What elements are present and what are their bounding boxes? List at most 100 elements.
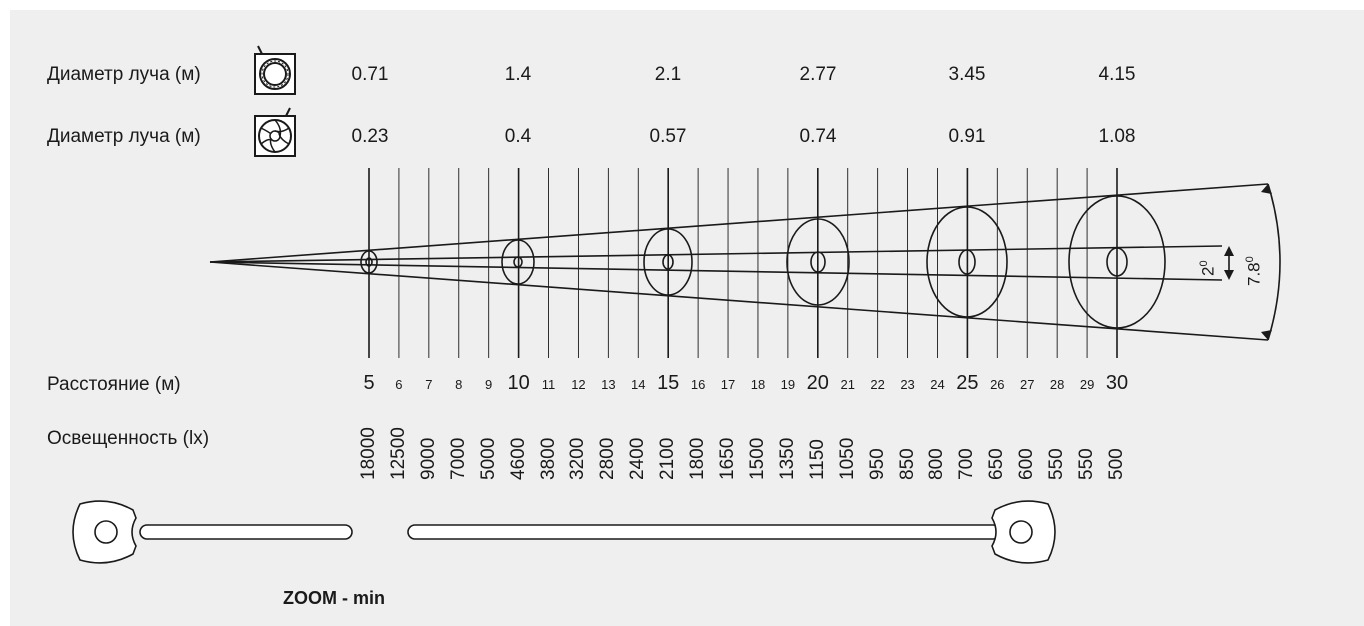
beam-diameter-2-20m: 0.74 <box>799 126 837 147</box>
outer-section-15m <box>643 228 693 296</box>
distance-value: 10 <box>507 372 530 394</box>
distance-value: 13 <box>601 377 616 392</box>
illuminance-value: 2400 <box>627 437 649 480</box>
row1-label: Диаметр луча (м) <box>47 64 201 85</box>
zoom-knob-right-hole <box>1009 520 1033 544</box>
inner-section-15m <box>662 254 674 270</box>
illuminance-value: 600 <box>1016 448 1038 480</box>
illuminance-value: 500 <box>1106 448 1127 480</box>
illuminance-value: 4600 <box>507 437 529 480</box>
distance-value: 8 <box>455 377 463 392</box>
illuminance-value: 3800 <box>537 437 559 480</box>
outer-cone-upper-edge <box>209 183 1269 263</box>
illuminance-value: 5000 <box>477 437 499 480</box>
iris-shutter-icon <box>254 107 296 157</box>
illuminance-value: 550 <box>1076 448 1098 480</box>
beam-diameter-2-25m: 0.91 <box>948 126 986 147</box>
distance-value: 19 <box>780 377 796 392</box>
inner-cone-lower-edge <box>209 261 1223 281</box>
illuminance-value: 1350 <box>776 437 798 480</box>
distance-value: 5 <box>363 372 375 394</box>
illuminance-value: 9000 <box>417 437 439 480</box>
beam-diameter-1-25m: 3.45 <box>948 64 986 85</box>
distance-value: 12 <box>571 377 586 392</box>
illuminance-value: 650 <box>986 448 1008 480</box>
distance-value: 27 <box>1020 377 1035 392</box>
distance-value: 9 <box>485 377 493 392</box>
illuminance-value: 800 <box>926 448 948 480</box>
illuminance-value: 950 <box>866 448 888 480</box>
row2-label: Диаметр луча (м) <box>47 126 201 147</box>
distance-value: 20 <box>806 372 829 394</box>
outer-angle-label: 7.80 <box>1244 256 1264 286</box>
inner-section-20m <box>810 251 826 273</box>
distance-value: 28 <box>1049 377 1065 392</box>
beam-cross-sections <box>360 195 1166 329</box>
outer-angle-arc <box>1267 183 1281 341</box>
inner-section-30m <box>1106 247 1128 277</box>
inner-angle-label: 20 <box>1198 260 1218 276</box>
illuminance-value: 1500 <box>746 437 768 480</box>
outer-cone-lower-edge <box>209 261 1269 341</box>
outer-angle-arrow-bottom <box>1261 330 1272 340</box>
distance-value: 21 <box>840 377 855 392</box>
illuminance-value: 12500 <box>387 427 409 480</box>
illuminance-value: 2100 <box>657 437 679 480</box>
outer-section-25m <box>926 206 1008 318</box>
distance-value: 11 <box>541 377 556 392</box>
outer-section-30m <box>1068 195 1166 329</box>
distance-value: 17 <box>720 377 736 392</box>
zoom-slider <box>72 500 1056 564</box>
beam-diameter-2-10m: 0.4 <box>504 126 532 147</box>
zoom-knob-left-hole <box>94 520 118 544</box>
outer-section-5m <box>360 250 378 274</box>
inner-cone-upper-edge <box>209 245 1223 263</box>
distance-value: 16 <box>690 377 706 392</box>
zoom-track-left <box>139 524 353 540</box>
illuminance-value: 1050 <box>836 437 858 480</box>
inner-angle-arrow-bottom <box>1224 270 1234 280</box>
distance-value: 25 <box>956 372 979 394</box>
distance-value: 26 <box>990 377 1005 392</box>
beam-diameter-1-10m: 1.4 <box>504 64 532 85</box>
distance-gridlines <box>368 168 1118 358</box>
beam-diameter-2-30m: 1.08 <box>1098 126 1136 147</box>
illuminance-value: 700 <box>956 448 978 480</box>
illuminance-value: 18000 <box>358 427 379 480</box>
distance-label: Расстояние (м) <box>47 374 181 395</box>
outer-section-20m <box>786 218 850 306</box>
distance-value: 22 <box>870 377 885 392</box>
beam-diameter-1-20m: 2.77 <box>799 64 837 85</box>
distance-value: 30 <box>1105 372 1129 394</box>
outer-beam-cone <box>209 183 1269 341</box>
beam-diameter-2-15m: 0.57 <box>649 126 687 147</box>
distance-value: 7 <box>425 377 433 392</box>
illuminance-value: 7000 <box>447 437 469 480</box>
beam-diameter-1-15m: 2.1 <box>654 64 682 85</box>
zoom-track-right <box>407 524 1001 540</box>
gobo-ring-icon <box>254 45 296 95</box>
distance-value: 15 <box>657 372 680 394</box>
illuminance-value: 850 <box>896 448 918 480</box>
inner-section-10m <box>513 256 523 268</box>
distance-value: 24 <box>930 377 945 392</box>
beam-diameter-1-5m: 0.71 <box>351 64 389 85</box>
illuminance-value: 1800 <box>687 437 709 480</box>
illuminance-label: Освещенность (lx) <box>47 428 210 449</box>
distance-value: 6 <box>395 377 403 392</box>
beam-diameter-2-5m: 0.23 <box>351 126 389 147</box>
background-panel <box>10 10 1364 626</box>
inner-angle-arrow-top <box>1224 246 1234 256</box>
outer-section-10m <box>501 239 535 285</box>
distance-value: 29 <box>1079 377 1095 392</box>
inner-section-25m <box>958 249 976 275</box>
illuminance-value: 3200 <box>567 437 589 480</box>
illuminance-value: 1150 <box>806 439 828 480</box>
illuminance-value: 550 <box>1046 448 1068 480</box>
distance-value: 14 <box>631 377 646 392</box>
outer-angle-arrow-top <box>1261 184 1272 194</box>
beam-diameter-1-30m: 4.15 <box>1098 64 1136 85</box>
inner-beam-cone <box>209 245 1223 281</box>
distance-value: 23 <box>900 377 915 392</box>
